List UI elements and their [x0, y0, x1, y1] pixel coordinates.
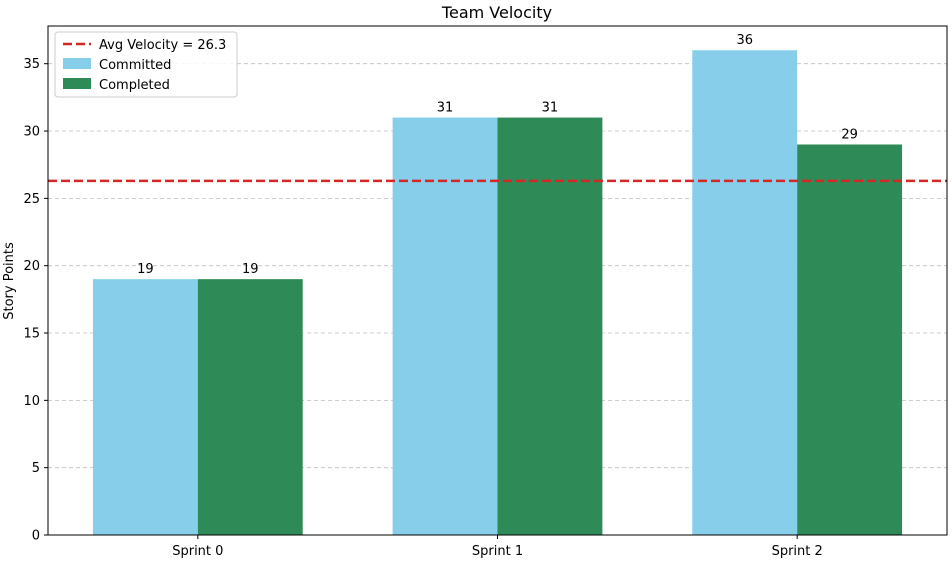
- y-tick-label: 20: [23, 259, 40, 274]
- x-tick-label: Sprint 1: [472, 544, 523, 559]
- y-tick-label: 5: [32, 461, 40, 476]
- bar-labels: 19 31 36 19 31 29: [137, 33, 858, 277]
- y-axis-label: Story Points: [2, 242, 17, 320]
- axes: 0 5 10 15 20 25 30 35 Sprint 0 Sprint 1 Sprint 2: [23, 25, 948, 559]
- chart-title: Team Velocity: [441, 3, 552, 22]
- bar-value-label: 19: [137, 262, 154, 277]
- legend-swatch-completed: [63, 78, 91, 89]
- x-tick-label: Sprint 0: [172, 544, 223, 559]
- bar-value-label: 29: [841, 127, 858, 142]
- y-tick-label: 25: [23, 192, 40, 207]
- legend: Avg Velocity = 26.3 Committed Completed: [54, 31, 238, 98]
- legend-swatch-committed: [63, 58, 91, 69]
- bar-committed-1: [392, 117, 498, 536]
- bar-value-label: 31: [542, 101, 559, 116]
- bar-completed-2: [797, 144, 903, 535]
- legend-label-completed: Completed: [99, 78, 170, 93]
- legend-box: [54, 31, 238, 98]
- bar-completed-0: [197, 279, 303, 535]
- bar-value-label: 36: [736, 33, 753, 48]
- y-tick-label: 0: [32, 529, 40, 544]
- x-tick-label: Sprint 2: [772, 544, 823, 559]
- bar-value-label: 31: [437, 101, 454, 116]
- y-tick-label: 35: [23, 57, 40, 72]
- y-tick-label: 10: [23, 394, 40, 409]
- bar-completed-1: [497, 117, 603, 536]
- bar-value-label: 19: [242, 262, 259, 277]
- bar-committed-0: [92, 279, 198, 535]
- y-tick-label: 30: [23, 125, 40, 140]
- legend-label-avg-velocity: Avg Velocity = 26.3: [99, 38, 226, 53]
- y-tick-label: 15: [23, 327, 40, 342]
- bar-committed-2: [692, 50, 798, 535]
- bars: [92, 50, 903, 536]
- legend-label-committed: Committed: [99, 58, 171, 73]
